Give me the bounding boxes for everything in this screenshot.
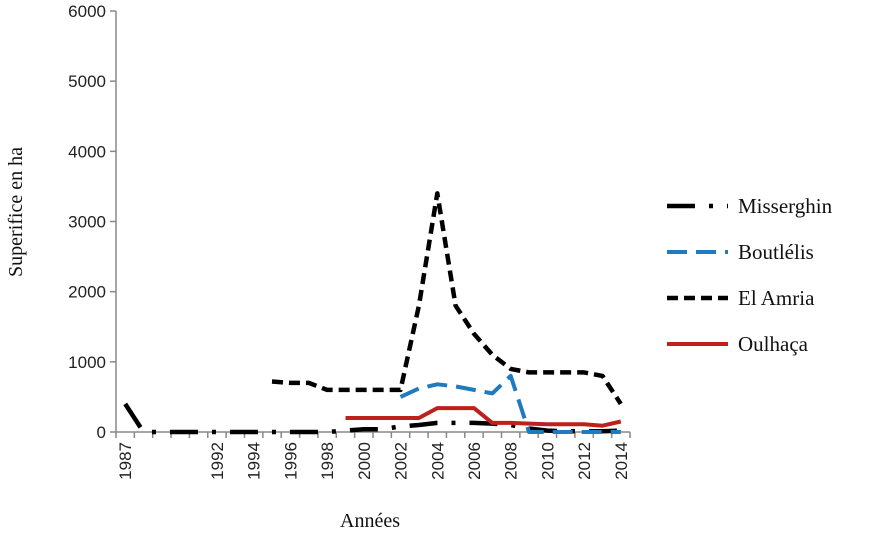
x-tick-label: 1994 — [245, 442, 264, 480]
y-axis-title: Superifice en ha — [5, 147, 27, 277]
x-tick-label: 2004 — [428, 442, 447, 480]
x-axis-title: Années — [340, 510, 400, 532]
x-tick-label: 1992 — [208, 442, 227, 480]
x-tick-label: 1998 — [318, 442, 337, 480]
legend-label-2: Boutlélis — [738, 240, 814, 264]
legend: Misserghin Boutlélis El Amria Oulhaça — [667, 194, 833, 356]
series-line-3 — [271, 191, 623, 406]
x-tick-label: 1996 — [281, 442, 300, 480]
y-tick-label: 3000 — [68, 213, 106, 232]
series-lines — [123, 191, 623, 435]
x-tick-label: 2000 — [355, 442, 374, 480]
y-tick-label: 1000 — [68, 353, 106, 372]
legend-label-4: Oulhaça — [738, 332, 809, 356]
series-line-4 — [345, 406, 622, 428]
y-tick-labels: 0 1000 2000 3000 4000 5000 6000 — [68, 2, 106, 442]
x-tick-label: 2012 — [575, 442, 594, 480]
legend-label-3: El Amria — [738, 286, 815, 310]
x-tick-label: 2010 — [538, 442, 557, 480]
y-tick-label: 2000 — [68, 283, 106, 302]
x-tick-label: 2006 — [465, 442, 484, 480]
y-tick-label: 5000 — [68, 72, 106, 91]
y-tick-label: 4000 — [68, 142, 106, 161]
x-tick-label: 2014 — [612, 442, 631, 480]
x-tick-label: 2002 — [392, 442, 411, 480]
series-line-1 — [123, 402, 621, 435]
legend-label-1: Misserghin — [738, 194, 833, 218]
y-tick-label: 6000 — [68, 2, 106, 21]
x-tick-label: 1987 — [116, 442, 135, 480]
y-tick-label: 0 — [97, 423, 106, 442]
x-tick-label: 2008 — [502, 442, 521, 480]
series-line-2 — [399, 373, 621, 434]
x-tick-labels: 1987 1992 1994 1996 1998 2000 2002 2004 2006 2008… — [116, 442, 631, 480]
